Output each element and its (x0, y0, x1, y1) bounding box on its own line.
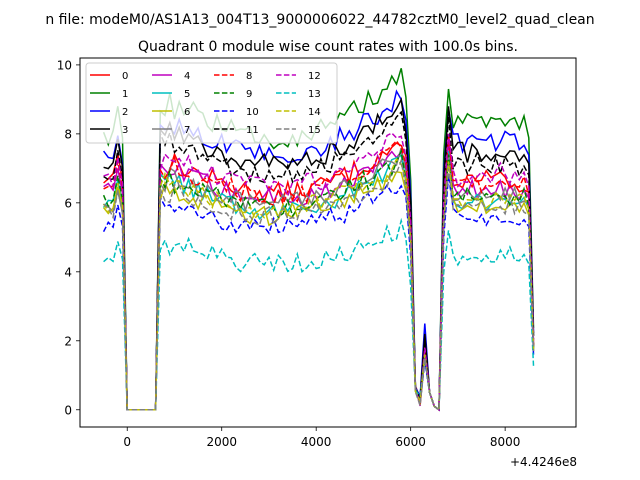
x-tick-label: 8000 (490, 435, 521, 449)
legend-box (85, 62, 338, 144)
legend-label-0: 0 (122, 71, 128, 82)
y-tick-label: 10 (57, 58, 72, 72)
series-line-3 (103, 97, 535, 412)
y-tick-label: 0 (64, 403, 72, 417)
legend-label-7: 7 (184, 125, 190, 136)
legend-label-1: 1 (122, 89, 128, 100)
legend-label-3: 3 (122, 125, 128, 136)
series-line-10 (102, 175, 535, 412)
x-tick-label: 4000 (301, 435, 332, 449)
y-tick-label: 4 (64, 265, 72, 279)
series-line-11 (103, 110, 535, 412)
x-tick-label: 6000 (395, 435, 426, 449)
plot-frame (79, 57, 577, 428)
series-line-13 (103, 217, 535, 412)
legend-label-9: 9 (246, 89, 252, 100)
legend-label-11: 11 (246, 125, 259, 136)
y-tick-label: 6 (64, 196, 72, 210)
legend-label-12: 12 (308, 71, 321, 82)
y-tick-label: 2 (64, 334, 72, 348)
figure-suptitle: n file: modeM0/AS1A13_004T13_9000006022_… (45, 12, 594, 28)
series-line-7 (103, 147, 535, 412)
series-line-9 (102, 148, 535, 412)
legend-label-2: 2 (122, 107, 128, 118)
series-line-0 (103, 133, 535, 412)
legend-label-5: 5 (184, 89, 190, 100)
series-line-15 (103, 157, 535, 412)
legend-label-4: 4 (184, 71, 190, 82)
chart-title: Quadrant 0 module wise count rates with … (138, 39, 518, 55)
y-tick-label: 8 (64, 127, 72, 141)
legend-label-10: 10 (246, 107, 259, 118)
x-offset-label: +4.4246e8 (510, 455, 577, 469)
series-line-12 (103, 132, 535, 412)
legend-label-8: 8 (246, 71, 252, 82)
legend-label-13: 13 (308, 89, 321, 100)
x-tick-label: 0 (123, 435, 131, 449)
series-line-6 (103, 157, 535, 412)
x-tick-label: 2000 (206, 435, 237, 449)
legend-label-6: 6 (184, 107, 190, 118)
legend-label-14: 14 (308, 107, 321, 118)
legend-label-15: 15 (308, 125, 321, 136)
series-layer (102, 68, 535, 412)
